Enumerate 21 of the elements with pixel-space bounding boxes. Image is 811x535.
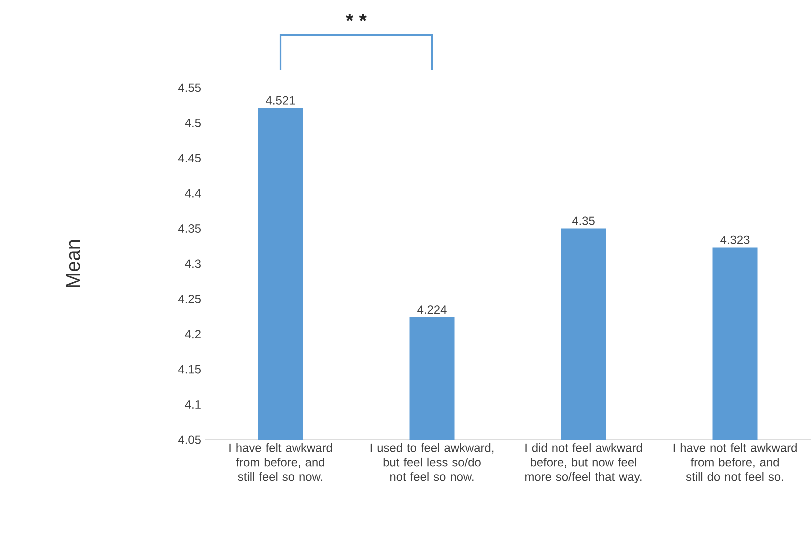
data-label: 4.521 [266, 96, 296, 105]
y-axis-title: Mean [66, 240, 80, 288]
x-tick-label: I have felt awkward from before, and still feel so now. [230, 444, 332, 482]
data-label: 4.224 [418, 306, 447, 314]
x-tick-label: I have not felt awkward from before, and still do not feel so. [674, 444, 797, 482]
y-tick-label: 4.25 [178, 294, 201, 304]
y-tick-label: 4.1 [185, 400, 201, 409]
y-tick-label: 4.3 [185, 260, 201, 268]
x-tick-label: I used to feel awkward, but feel less so/do not feel so now. [370, 444, 494, 482]
data-label: 4.35 [572, 216, 595, 226]
y-tick-label: 4.15 [178, 365, 201, 374]
text: * * [346, 14, 367, 22]
x-tick-label: I did not feel awkward before, but now feel more so/feel that way. [526, 444, 642, 484]
y-tick-label: 4.2 [185, 330, 201, 339]
y-tick-label: 4.5 [185, 119, 201, 128]
y-tick-label: 4.4 [185, 189, 202, 198]
y-tick-label: 4.05 [178, 436, 201, 444]
y-tick-label: 4.35 [178, 224, 201, 234]
y-tick-label: 4.55 [178, 84, 201, 92]
data-label: 4.323 [720, 236, 750, 244]
y-tick-label: 4.45 [178, 154, 201, 163]
